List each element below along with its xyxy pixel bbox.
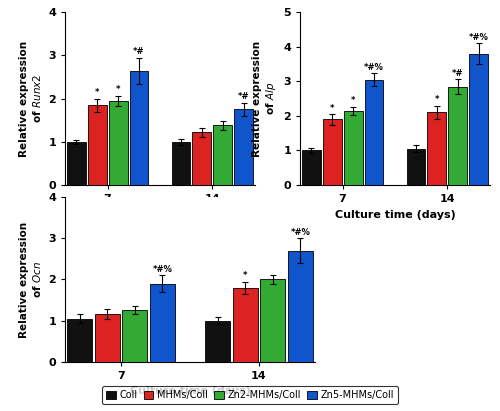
Bar	[130, 71, 148, 185]
Bar	[232, 288, 258, 362]
Text: *: *	[434, 95, 439, 104]
Bar	[205, 321, 230, 362]
Bar	[364, 80, 384, 185]
Text: *: *	[116, 85, 120, 94]
X-axis label: Culture time (days): Culture time (days)	[334, 210, 456, 219]
Bar	[68, 319, 92, 362]
Bar	[406, 149, 426, 185]
Bar	[428, 113, 446, 185]
Y-axis label: Relative expression
of $\it{Alp}$: Relative expression of $\it{Alp}$	[252, 41, 278, 157]
Text: *: *	[95, 88, 100, 97]
Bar	[448, 87, 468, 185]
Bar	[322, 119, 342, 185]
Text: *#%: *#%	[364, 63, 384, 72]
Bar	[214, 125, 233, 185]
Bar	[234, 109, 254, 185]
Text: *#: *#	[134, 47, 145, 56]
Text: *#%: *#%	[290, 228, 310, 237]
Text: *#%: *#%	[469, 33, 489, 42]
Bar	[66, 142, 86, 185]
Bar	[192, 132, 212, 185]
Bar	[470, 54, 488, 185]
Bar	[88, 105, 106, 185]
Bar	[260, 279, 285, 362]
Y-axis label: Relative expression
of $\it{Ocn}$: Relative expression of $\it{Ocn}$	[18, 222, 42, 337]
Text: *: *	[351, 96, 356, 105]
Text: *#: *#	[452, 69, 464, 78]
Bar	[302, 150, 320, 185]
Text: *: *	[330, 104, 334, 113]
Y-axis label: Relative expression
of $\it{Runx2}$: Relative expression of $\it{Runx2}$	[18, 41, 42, 157]
Text: *: *	[243, 271, 248, 280]
Bar	[122, 310, 148, 362]
Legend: Coll, MHMs/Coll, Zn2-MHMs/Coll, Zn5-MHMs/Coll: Coll, MHMs/Coll, Zn2-MHMs/Coll, Zn5-MHMs…	[102, 386, 398, 404]
Bar	[150, 284, 175, 362]
X-axis label: Culture time (days): Culture time (days)	[100, 210, 220, 219]
Text: *#%: *#%	[152, 265, 172, 274]
Bar	[288, 251, 312, 362]
X-axis label: Culture time (days): Culture time (days)	[130, 386, 250, 396]
Bar	[344, 111, 362, 185]
Bar	[95, 314, 120, 362]
Bar	[172, 142, 190, 185]
Text: *#: *#	[238, 92, 250, 101]
Bar	[108, 101, 128, 185]
